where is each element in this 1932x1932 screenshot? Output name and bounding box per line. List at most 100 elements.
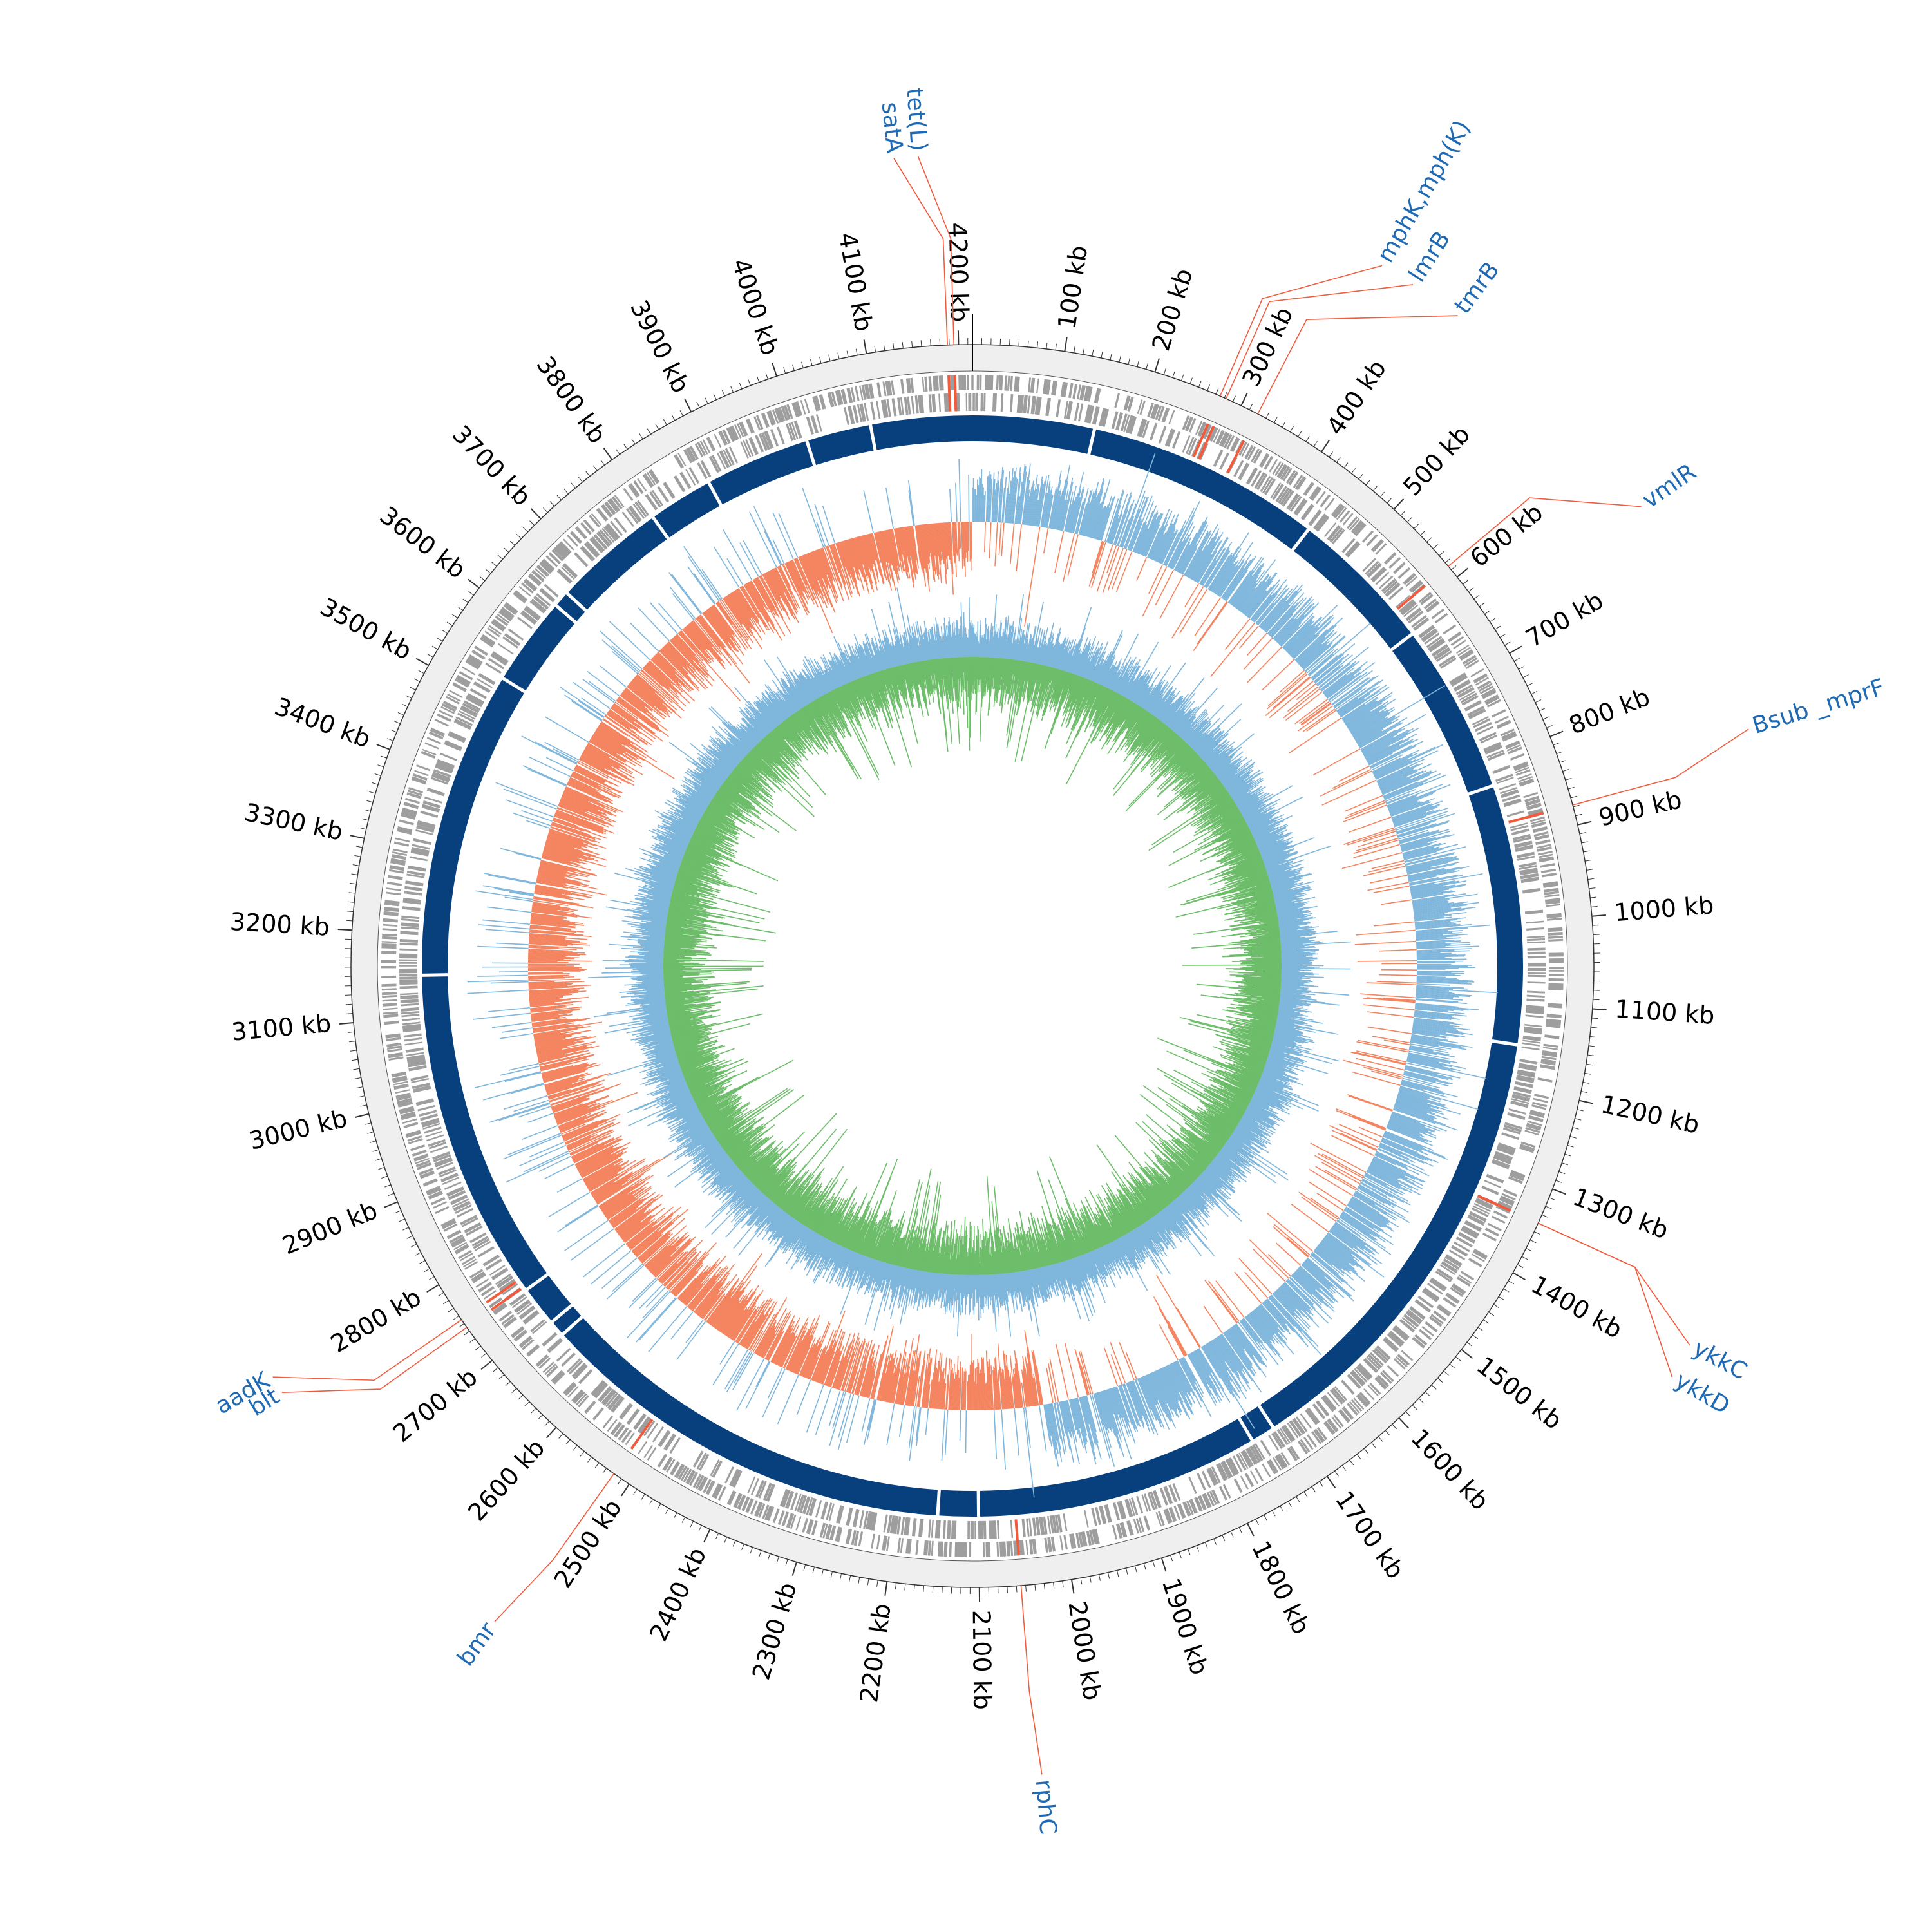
gene-feature (1374, 1347, 1389, 1362)
gene-feature (396, 1095, 412, 1101)
minor-tick (849, 1575, 851, 1582)
major-tick (530, 508, 542, 520)
gene-feature (1159, 1488, 1168, 1506)
gene-feature (1527, 951, 1546, 955)
gene-feature (728, 1490, 737, 1506)
gene-feature (1516, 851, 1535, 857)
gene-feature (1429, 1279, 1446, 1292)
gene-feature (1251, 448, 1260, 462)
minor-tick (1587, 1054, 1595, 1056)
gene-feature (593, 1382, 608, 1398)
gene-feature (928, 1519, 932, 1538)
minor-tick (1582, 1082, 1589, 1084)
gc-skew-bar (606, 1265, 645, 1300)
gene-feature (395, 1089, 410, 1094)
major-tick (1398, 1417, 1410, 1429)
gene-feature (439, 710, 453, 718)
gene-feature (1546, 1020, 1561, 1025)
gene-feature (1433, 1310, 1447, 1321)
gene-feature (1354, 524, 1367, 536)
gene-feature (1356, 1365, 1371, 1380)
gc-skew-bar (491, 1021, 532, 1028)
gene-feature (794, 1493, 802, 1511)
minor-tick (1271, 1510, 1276, 1517)
gene-feature (1492, 709, 1506, 718)
gene-feature (1435, 1271, 1452, 1283)
gc-skew-bar (538, 1155, 571, 1172)
gene-feature (1475, 1198, 1493, 1209)
gene-feature (412, 1085, 431, 1092)
gc-skew-bar (1343, 804, 1387, 822)
gene-feature (402, 900, 421, 905)
gene-feature (1099, 408, 1105, 426)
gene-feature (1197, 1473, 1206, 1491)
gene-feature (1226, 1458, 1237, 1476)
gene-feature (401, 813, 416, 819)
gene-feature (1047, 1537, 1051, 1553)
gene-feature (522, 1339, 535, 1350)
gc-skew-bar (796, 1379, 811, 1416)
gene-feature (1087, 386, 1093, 402)
gene-feature (1260, 1439, 1272, 1457)
gene-feature (1050, 1537, 1056, 1552)
gene-feature (733, 1493, 742, 1508)
minor-tick (1016, 1586, 1018, 1593)
minor-tick (1589, 1036, 1596, 1038)
gene-feature (767, 1484, 775, 1502)
minor-tick (1490, 618, 1496, 622)
gene-feature (1473, 1248, 1488, 1258)
gene-feature (417, 1104, 436, 1112)
gene-feature (1209, 426, 1217, 442)
gene-feature (430, 1197, 446, 1206)
gene-feature (1497, 1146, 1515, 1154)
gc-skew-bar (528, 978, 581, 981)
gene-feature (1399, 1318, 1416, 1332)
gene-feature (1515, 1077, 1534, 1083)
tick-label: 3800 kb (531, 351, 612, 449)
gene-feature (391, 855, 406, 860)
gc-skew-bar (1379, 974, 1417, 976)
gene-feature (1484, 696, 1499, 704)
gene-feature (1013, 1540, 1016, 1556)
gene-feature (1473, 718, 1491, 728)
minor-tick (384, 1184, 391, 1188)
minor-tick (457, 606, 463, 611)
minor-tick (1007, 1586, 1008, 1593)
gc-skew-bar (642, 1290, 669, 1319)
gene-feature (1179, 1503, 1186, 1519)
gene-feature (1295, 1416, 1308, 1432)
gene-feature (665, 1434, 677, 1451)
tick-label: 3200 kb (229, 907, 330, 942)
gene-feature (453, 1202, 471, 1211)
gene-feature (388, 875, 403, 879)
gene-feature (1532, 1101, 1548, 1108)
tick-label: 2000 kb (1063, 1599, 1106, 1702)
gene-feature (1370, 538, 1383, 552)
minor-tick (1570, 795, 1577, 799)
gc-skew-bar (570, 1228, 614, 1261)
gene-feature (1117, 412, 1124, 431)
gene-feature (401, 810, 417, 817)
gene-feature (491, 1267, 508, 1280)
minor-tick (1134, 1566, 1137, 1573)
gene-feature (1201, 1470, 1211, 1488)
gene-feature (1423, 1288, 1439, 1301)
minor-tick (657, 1503, 661, 1510)
minor-tick (369, 791, 376, 794)
gene-feature (1508, 1108, 1527, 1115)
gene-feature (416, 1099, 435, 1106)
gene-feature (424, 1126, 442, 1134)
gene-feature (563, 1381, 576, 1395)
gene-feature (1543, 1043, 1558, 1048)
minor-tick (1573, 804, 1580, 808)
gc-skew-bar (815, 1387, 832, 1435)
gene-feature (401, 811, 417, 817)
major-tick (1512, 1272, 1526, 1280)
gene-feature (1280, 466, 1291, 480)
gene-feature (591, 1379, 605, 1396)
gene-feature (1517, 1072, 1535, 1078)
minor-tick (350, 882, 357, 885)
gene-feature (1021, 1540, 1025, 1555)
gene-feature (1518, 862, 1537, 868)
